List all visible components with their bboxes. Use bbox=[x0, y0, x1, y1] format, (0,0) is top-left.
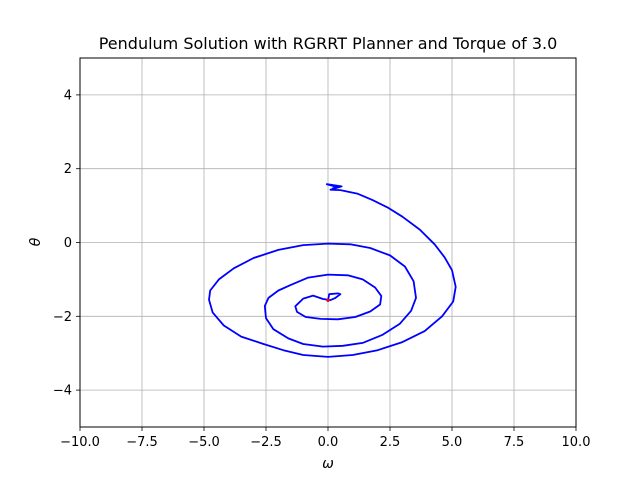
y-tick-label: 4 bbox=[64, 88, 72, 103]
y-tick-label: −4 bbox=[53, 384, 72, 399]
trajectory-line bbox=[208, 183, 457, 358]
x-tick-label: 5.0 bbox=[442, 435, 463, 450]
chart-title: Pendulum Solution with RGRRT Planner and… bbox=[99, 34, 558, 53]
x-tick-label: −7.5 bbox=[126, 435, 158, 450]
x-tick-label: 7.5 bbox=[504, 435, 525, 450]
x-tick-label: −10.0 bbox=[60, 435, 100, 450]
x-tick-label: −2.5 bbox=[250, 435, 282, 450]
y-tick-label: −2 bbox=[53, 310, 72, 325]
series-layer bbox=[208, 183, 457, 358]
x-tick-label: 10.0 bbox=[562, 435, 591, 450]
x-axis-label: ω bbox=[322, 456, 334, 472]
grid-lines bbox=[79, 58, 577, 427]
x-tick-label: −5.0 bbox=[188, 435, 220, 450]
y-tick-labels: −4 −2 0 2 4 bbox=[53, 88, 72, 398]
y-axis-label: θ bbox=[28, 237, 44, 246]
start-point-marker bbox=[326, 298, 330, 303]
tick-marks bbox=[76, 94, 577, 431]
x-tick-label: 0.0 bbox=[318, 435, 339, 450]
x-tick-label: 2.5 bbox=[380, 435, 401, 450]
y-tick-label: 0 bbox=[64, 236, 72, 251]
y-tick-label: 2 bbox=[64, 162, 72, 177]
x-tick-labels: −10.0 −7.5 −5.0 −2.5 0.0 2.5 5.0 7.5 10.0 bbox=[60, 435, 590, 450]
marker-layer bbox=[326, 298, 330, 303]
